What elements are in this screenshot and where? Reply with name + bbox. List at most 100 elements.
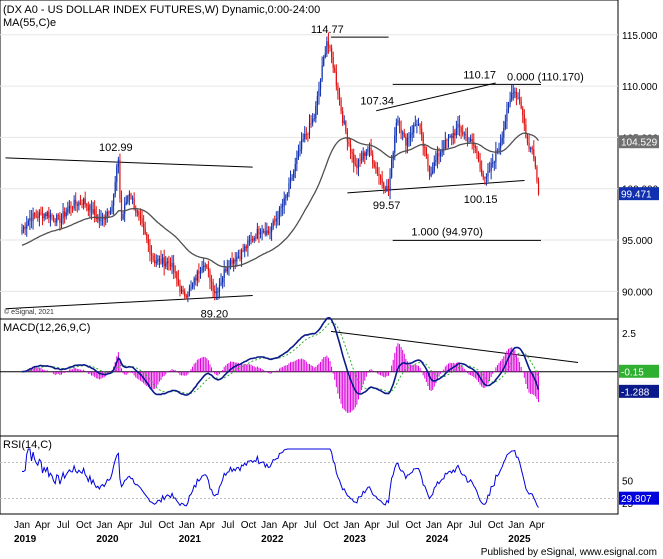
candle-body — [439, 152, 442, 157]
candle-body — [247, 240, 249, 249]
rsi-value-tag-bg — [619, 491, 659, 505]
candle-body — [190, 287, 192, 289]
candle-body — [304, 133, 306, 140]
candle-body — [537, 180, 540, 195]
candle-body — [152, 255, 154, 260]
candle-body — [291, 177, 293, 179]
candle-body — [133, 198, 135, 209]
x-tick-label: Jan — [508, 520, 524, 531]
candle-body — [387, 185, 390, 191]
candle-body — [84, 198, 86, 205]
candle-body — [184, 291, 186, 297]
candle-body — [259, 232, 262, 235]
macd-value-tag-bg — [619, 384, 659, 398]
candle-body — [534, 158, 536, 168]
x-year-label: 2023 — [344, 534, 367, 545]
x-year-label: 2022 — [261, 534, 284, 545]
candle-body — [449, 135, 451, 138]
candle-body — [245, 246, 247, 249]
candle-body — [179, 284, 181, 292]
candle-body — [146, 233, 148, 240]
candle-body — [220, 282, 222, 286]
rsi-line — [22, 448, 539, 508]
candle-body — [191, 283, 194, 288]
candle-body — [474, 145, 476, 149]
candle-body — [326, 41, 328, 54]
macd-line — [21, 316, 540, 396]
candle-body — [395, 122, 397, 136]
candle-body — [206, 265, 208, 268]
candle-body — [201, 267, 203, 272]
x-year-label: 2019 — [14, 534, 37, 545]
candle-body — [432, 170, 434, 174]
candle-body — [37, 216, 39, 218]
indicator-lines — [21, 132, 540, 508]
candle-body — [203, 266, 205, 268]
candle-body — [122, 213, 124, 220]
x-year-label: 2025 — [508, 534, 531, 545]
candle-body — [266, 230, 268, 235]
candle-body — [49, 214, 52, 218]
trendline-lower-channel — [347, 180, 525, 194]
candle-body — [468, 141, 470, 142]
candle-body — [307, 134, 309, 136]
candle-body — [128, 193, 131, 197]
ma-legend: MA(55,C)e — [3, 17, 56, 29]
candle-body — [204, 265, 206, 267]
candle-body — [340, 100, 342, 112]
candle-body — [169, 262, 172, 267]
rsi-value-tag: 29.807 — [621, 494, 652, 505]
candle-body — [348, 141, 350, 145]
candle-body — [422, 134, 424, 147]
candle-body — [264, 231, 266, 235]
candle-body — [362, 152, 364, 160]
candle-body — [116, 166, 118, 183]
candle-body — [319, 79, 322, 89]
candle-body — [274, 220, 276, 222]
candle-body — [354, 163, 356, 165]
macd-signal-tag-bg — [619, 364, 659, 378]
candle-body — [233, 259, 235, 264]
candle-body — [256, 228, 258, 239]
x-tick-label: Jan — [96, 520, 112, 531]
candle-body — [124, 204, 126, 214]
candle-body — [435, 159, 437, 162]
candle-body — [180, 289, 183, 292]
candle-body — [458, 123, 461, 128]
x-tick-label: Jan — [426, 520, 442, 531]
candle-body — [357, 159, 360, 168]
candle-body — [424, 146, 426, 149]
candle-body — [79, 202, 82, 204]
candle-body — [487, 170, 489, 177]
candle-body — [185, 296, 187, 298]
candle-body — [391, 159, 393, 178]
candle-body — [370, 147, 372, 155]
candle-body — [479, 160, 481, 170]
annotation-label: 99.57 — [373, 200, 401, 212]
candle-body — [495, 150, 497, 162]
candle-body — [392, 152, 394, 160]
candle-body — [338, 94, 341, 101]
annotation-label: 107.34 — [360, 95, 394, 107]
candle-body — [525, 124, 527, 137]
candle-body — [41, 213, 44, 219]
candle-body — [275, 218, 277, 222]
candle-body — [242, 250, 244, 252]
candle-body — [318, 88, 320, 97]
x-tick-label: Apr — [282, 520, 298, 531]
candle-body — [368, 147, 371, 149]
candle-body — [372, 154, 374, 164]
candle-body — [165, 263, 167, 267]
candle-body — [272, 220, 274, 228]
candle-body — [269, 232, 271, 234]
candle-body — [403, 132, 405, 137]
candle-body — [29, 217, 31, 221]
candle-body — [436, 153, 439, 160]
candle-body — [351, 152, 353, 154]
candle-body — [515, 91, 518, 98]
candle-body — [155, 261, 157, 264]
candle-body — [217, 291, 219, 293]
candle-body — [446, 139, 448, 141]
candle-body — [452, 133, 454, 138]
candle-body — [373, 163, 375, 167]
